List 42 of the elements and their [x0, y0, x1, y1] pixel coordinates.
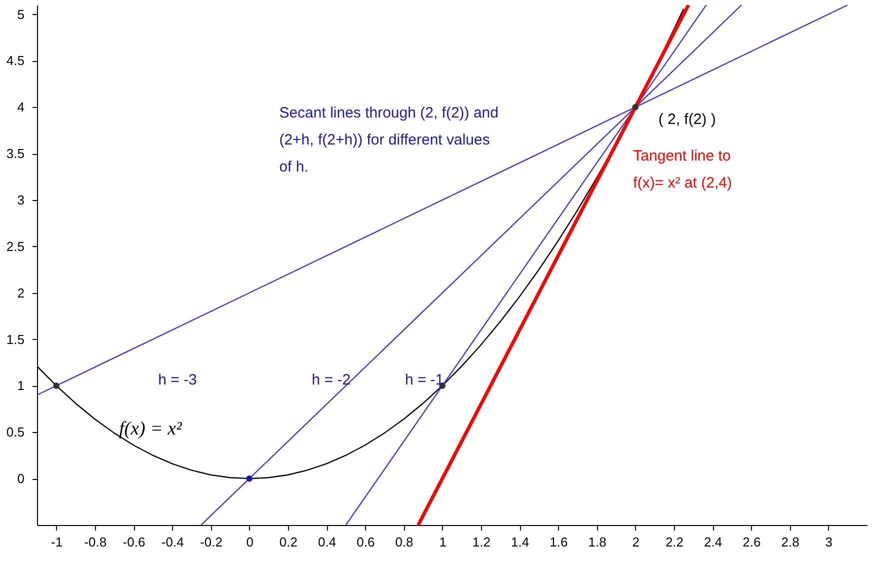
x-tick-label: 0.6 — [356, 534, 375, 550]
y-tick-label: 0 — [17, 471, 24, 486]
annotation: h = -2 — [312, 371, 351, 388]
x-tick-label: 1.6 — [550, 534, 568, 550]
x-tick-label: 1.8 — [588, 534, 606, 550]
x-tick-label: 1 — [439, 534, 446, 550]
y-tick-label: 4.5 — [6, 53, 24, 68]
y-tick-label: 2 — [17, 285, 24, 300]
y-tick-label: 1.5 — [6, 332, 24, 347]
x-tick-label: -1 — [51, 534, 63, 550]
y-tick-label: 3.5 — [6, 146, 24, 162]
x-tick-label: 2.2 — [665, 534, 684, 550]
point — [246, 475, 252, 482]
x-tick-label: 2 — [632, 534, 640, 550]
annotation: Tangent line to f(x)= x² at (2,4) — [633, 147, 732, 192]
y-tick-label: 4 — [17, 100, 24, 115]
x-tick-label: -0.2 — [200, 534, 222, 550]
x-tick-label: 0.4 — [318, 534, 336, 550]
y-tick-label: 2.5 — [6, 238, 24, 254]
x-tick-label: -0.6 — [122, 534, 146, 550]
annotation: h = -3 — [158, 371, 197, 388]
x-tick-label: -0.4 — [161, 534, 184, 550]
point — [632, 104, 639, 110]
y-tick-label: 5 — [17, 6, 24, 22]
x-tick-label: 0 — [246, 534, 254, 550]
point — [53, 382, 60, 389]
annotation: ( 2, f(2) ) — [658, 110, 716, 128]
y-tick-label: 0.5 — [6, 424, 24, 440]
y-tick-label: 3 — [17, 192, 24, 208]
annotation: Secant lines through (2, f(2)) and (2+h, f(2+h)) for different values of h. — [279, 104, 498, 176]
y-tick-label: 1 — [17, 378, 24, 394]
x-tick-label: 2.4 — [704, 534, 722, 550]
annotation: h = -1 — [404, 371, 444, 388]
x-tick-label: 1.2 — [472, 534, 490, 550]
x-tick-label: 0.2 — [279, 534, 298, 550]
x-tick-label: 1.4 — [511, 534, 530, 550]
x-tick-label: -0.8 — [84, 534, 107, 550]
x-tick-label: 0.8 — [395, 534, 414, 550]
x-tick-label: 3 — [825, 534, 833, 550]
annotation: f(x) = x² — [118, 418, 182, 440]
x-tick-label: 2.6 — [742, 534, 761, 550]
x-tick-label: 2.8 — [781, 534, 800, 550]
